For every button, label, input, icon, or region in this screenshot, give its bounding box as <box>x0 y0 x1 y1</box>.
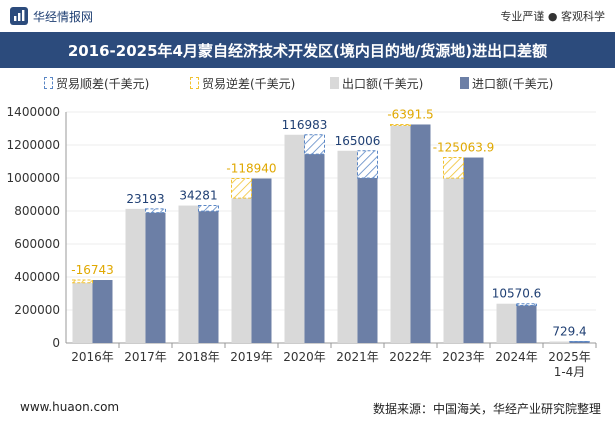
legend-swatch-export <box>330 77 339 89</box>
import-bar <box>463 157 484 343</box>
y-tick-label: 1400000 <box>7 105 60 119</box>
website-link[interactable]: www.huaon.com <box>20 400 120 414</box>
export-bar <box>284 134 305 343</box>
x-tick-label: 2024年 <box>495 350 538 364</box>
export-bar <box>72 282 93 343</box>
balance-data-label: 729.4 <box>552 324 586 338</box>
surplus-box <box>357 150 378 179</box>
balance-data-label: 23193 <box>126 192 164 206</box>
x-tick-label: 2023年 <box>442 350 485 364</box>
export-bar <box>231 198 252 343</box>
import-bar <box>410 124 431 343</box>
legend-label-deficit: 贸易逆差(千美元) <box>202 77 296 91</box>
balance-data-label: 10570.6 <box>492 287 542 301</box>
surplus-box <box>145 208 166 214</box>
huajing-logo-icon <box>10 7 28 25</box>
import-bar <box>569 341 590 343</box>
x-tick-label: 1-4月 <box>554 365 586 379</box>
export-bar <box>125 208 146 343</box>
balance-data-label: 116983 <box>282 118 328 132</box>
deficit-box <box>231 178 252 199</box>
y-tick-label: 600000 <box>14 237 60 251</box>
x-tick-label: 2020年 <box>283 350 326 364</box>
balance-data-label: -118940 <box>226 162 276 176</box>
balance-data-label: -6391.5 <box>387 107 433 121</box>
legend-swatch-import <box>460 77 469 89</box>
export-bar <box>390 125 411 343</box>
legend-label-surplus: 贸易顺差(千美元) <box>56 77 150 91</box>
balance-data-label: 165006 <box>335 134 381 148</box>
x-tick-label: 2021年 <box>336 350 379 364</box>
x-tick-label: 2019年 <box>230 350 273 364</box>
y-tick-label: 1200000 <box>7 138 60 152</box>
y-tick-label: 1000000 <box>7 171 60 185</box>
export-bar <box>178 205 199 343</box>
export-bar <box>549 341 570 343</box>
x-tick-label: 2018年 <box>177 350 220 364</box>
chart-legend: 贸易顺差(千美元) 贸易逆差(千美元) 出口额(千美元) 进口额(千美元) <box>0 74 615 92</box>
import-bar <box>198 211 219 343</box>
import-bar <box>357 178 378 343</box>
x-tick-label: 2022年 <box>389 350 432 364</box>
export-bar <box>496 303 517 343</box>
import-bar <box>304 154 325 343</box>
title-bar: 2016-2025年4月蒙自经济技术开发区(境内目的地/货源地)进出口差额 <box>0 32 615 68</box>
y-tick-label: 0 <box>52 336 60 350</box>
import-bar <box>92 280 113 343</box>
deficit-box <box>390 123 411 127</box>
top-bar: 华经情报网 专业严谨 ● 客观科学 <box>0 0 615 32</box>
import-bar <box>516 305 537 343</box>
import-bar <box>251 178 272 343</box>
surplus-box <box>304 134 325 155</box>
surplus-box <box>516 303 537 306</box>
slogan: 专业严谨 ● 客观科学 <box>500 10 605 23</box>
x-tick-label: 2025年 <box>548 350 591 364</box>
surplus-box <box>198 205 219 212</box>
export-bar <box>337 150 358 343</box>
x-tick-label: 2016年 <box>71 350 114 364</box>
chart-title: 2016-2025年4月蒙自经济技术开发区(境内目的地/货源地)进出口差额 <box>67 42 548 60</box>
deficit-box <box>72 279 93 284</box>
legend-swatch-deficit <box>190 77 199 89</box>
y-tick-label: 200000 <box>14 303 60 317</box>
legend-label-export: 出口额(千美元) <box>342 77 424 91</box>
balance-data-label: -16743 <box>71 263 114 277</box>
legend-swatch-surplus <box>44 77 53 89</box>
balance-data-label: 34281 <box>179 189 217 203</box>
legend-label-import: 进口额(千美元) <box>472 77 554 91</box>
y-tick-label: 400000 <box>14 270 60 284</box>
import-bar <box>145 212 166 343</box>
deficit-box <box>443 157 464 179</box>
x-tick-label: 2017年 <box>124 350 167 364</box>
y-tick-label: 800000 <box>14 204 60 218</box>
data-source: 数据来源：中国海关，华经产业研究院整理 <box>372 402 601 416</box>
brand-name[interactable]: 华经情报网 <box>33 10 94 24</box>
export-bar <box>443 178 464 343</box>
balance-data-label: -125063.9 <box>433 141 495 155</box>
bar-chart: 0 200000 400000 600000 800000 1000000 1200000 1… <box>7 105 597 379</box>
